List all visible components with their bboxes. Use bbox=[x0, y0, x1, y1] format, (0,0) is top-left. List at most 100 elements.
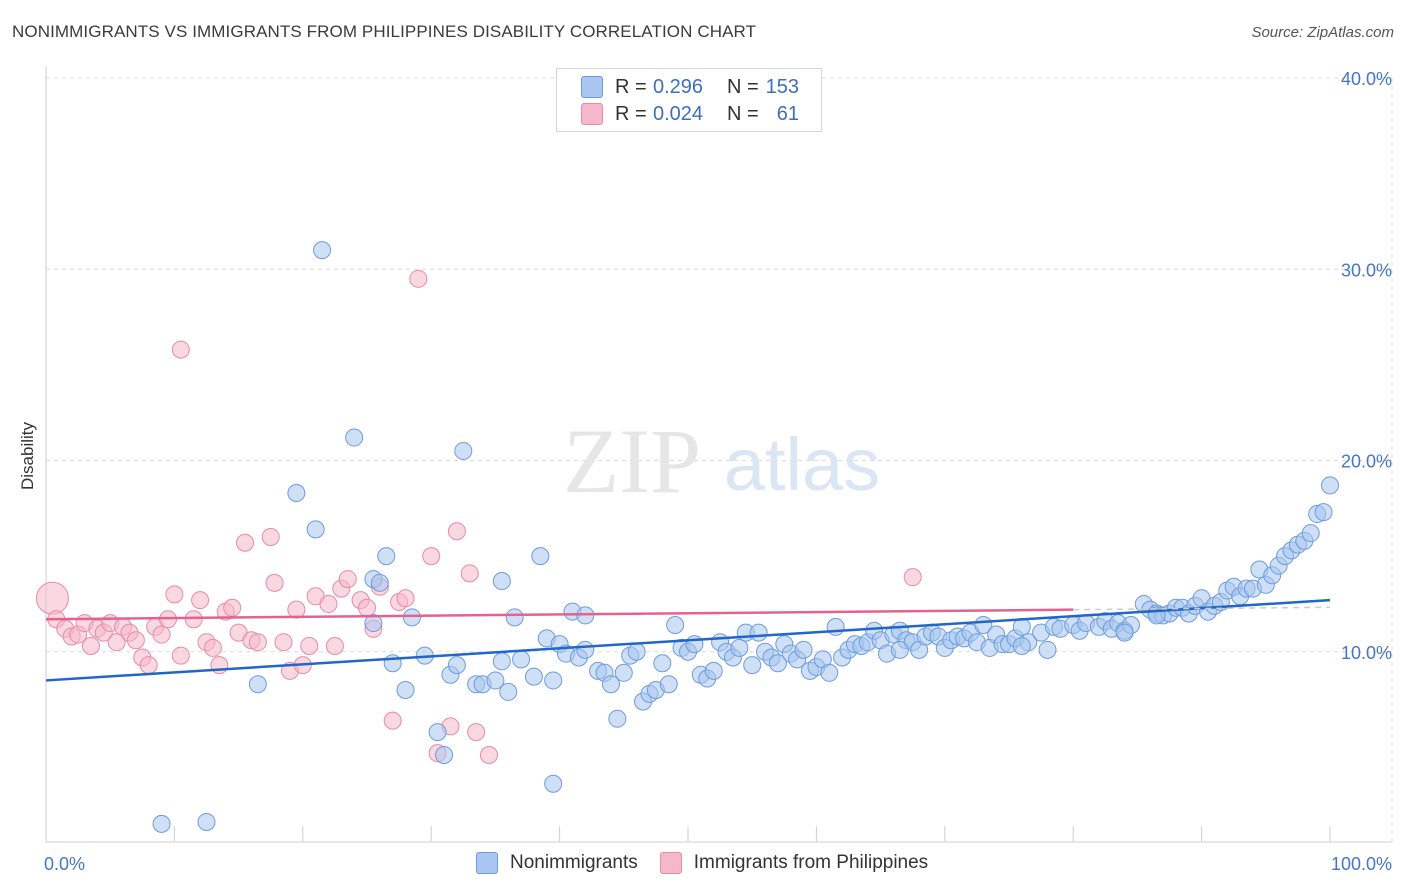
legend-swatch-blue bbox=[476, 852, 498, 874]
legend-item-immigrants[interactable]: Immigrants from Philippines bbox=[659, 852, 928, 874]
legend-r-value: 0.296 bbox=[653, 75, 704, 98]
point-immigrants bbox=[261, 528, 280, 546]
point-nonimmigrants bbox=[197, 812, 216, 831]
point-nonimmigrants bbox=[576, 640, 595, 659]
point-immigrants bbox=[467, 723, 486, 742]
y-axis-label: Disability bbox=[18, 421, 37, 490]
point-nonimmigrants bbox=[370, 573, 389, 592]
point-nonimmigrants bbox=[659, 675, 678, 694]
point-nonimmigrants bbox=[685, 635, 704, 654]
y-tick-label: 30.0% bbox=[1341, 260, 1392, 280]
trend-line-nonimmigrants bbox=[45, 598, 1331, 682]
point-immigrants bbox=[287, 600, 306, 619]
trend-line-immigrants-extension bbox=[1073, 606, 1331, 611]
point-immigrants bbox=[265, 573, 284, 592]
point-immigrants bbox=[903, 568, 922, 587]
legend-n-label: N = bbox=[727, 75, 759, 98]
point-nonimmigrants bbox=[749, 623, 768, 642]
legend-swatch-pink bbox=[581, 103, 603, 125]
point-nonimmigrants bbox=[447, 656, 466, 675]
point-immigrants bbox=[126, 631, 145, 650]
point-immigrants bbox=[107, 633, 126, 652]
legend-row-nonimmigrants: R = 0.296 N = 153 bbox=[581, 76, 799, 98]
point-immigrants bbox=[358, 598, 376, 617]
point-nonimmigrants bbox=[794, 640, 813, 659]
y-tick-label: 40.0% bbox=[1341, 69, 1392, 89]
grid-lines bbox=[46, 77, 1393, 842]
point-nonimmigrants bbox=[435, 746, 454, 765]
point-immigrants bbox=[223, 598, 242, 617]
point-immigrants bbox=[460, 564, 479, 583]
point-immigrants bbox=[319, 594, 338, 613]
source-label: Source: ZipAtlas.com bbox=[1251, 24, 1394, 41]
point-nonimmigrants bbox=[454, 441, 473, 460]
point-immigrants bbox=[184, 610, 203, 629]
point-nonimmigrants bbox=[614, 663, 633, 682]
legend-swatch-blue bbox=[581, 76, 603, 98]
point-nonimmigrants bbox=[890, 640, 909, 659]
watermark: ZIP atlas bbox=[563, 410, 880, 512]
point-immigrants bbox=[422, 547, 441, 566]
point-immigrants bbox=[325, 637, 344, 656]
correlation-legend: R = 0.296 N = 153 R = 0.024 N = 61 bbox=[556, 68, 822, 132]
point-nonimmigrants bbox=[1314, 503, 1333, 522]
point-nonimmigrants bbox=[492, 652, 511, 671]
legend-item-nonimmigrants[interactable]: Nonimmigrants bbox=[476, 852, 638, 874]
point-nonimmigrants bbox=[396, 681, 415, 699]
point-immigrants bbox=[248, 633, 267, 652]
legend-n-label: N = bbox=[727, 102, 759, 125]
nonimmigrants-points bbox=[152, 241, 1339, 833]
point-nonimmigrants bbox=[512, 650, 531, 669]
point-nonimmigrants bbox=[544, 774, 563, 793]
point-immigrants bbox=[300, 637, 319, 656]
point-immigrants bbox=[171, 646, 190, 665]
point-nonimmigrants bbox=[730, 638, 749, 657]
legend-swatch-pink bbox=[659, 852, 682, 874]
legend-row-immigrants: R = 0.024 N = 61 bbox=[581, 103, 799, 125]
point-immigrants bbox=[396, 589, 415, 608]
point-nonimmigrants bbox=[743, 656, 762, 675]
point-nonimmigrants bbox=[704, 661, 723, 680]
point-nonimmigrants bbox=[306, 520, 325, 539]
point-nonimmigrants bbox=[524, 667, 543, 686]
legend-r-label: R = bbox=[615, 102, 647, 125]
point-nonimmigrants bbox=[1038, 640, 1057, 659]
point-immigrants bbox=[191, 591, 210, 610]
point-nonimmigrants bbox=[1012, 637, 1031, 656]
chart-title: NONIMMIGRANTS VS IMMIGRANTS FROM PHILIPP… bbox=[12, 22, 757, 41]
point-nonimmigrants bbox=[402, 608, 421, 627]
trend-line-immigrants bbox=[45, 608, 1074, 621]
point-nonimmigrants bbox=[345, 428, 364, 447]
point-nonimmigrants bbox=[492, 571, 511, 590]
point-nonimmigrants bbox=[364, 614, 383, 633]
point-nonimmigrants bbox=[486, 671, 505, 690]
point-nonimmigrants bbox=[287, 484, 306, 503]
point-nonimmigrants bbox=[499, 682, 518, 701]
point-immigrants bbox=[152, 625, 171, 644]
point-immigrants bbox=[165, 585, 184, 604]
axes bbox=[45, 66, 1392, 843]
point-nonimmigrants bbox=[313, 241, 332, 260]
x-tick-label-end: 100.0% bbox=[1331, 854, 1392, 874]
y-tick-label: 10.0% bbox=[1341, 643, 1392, 663]
series-legend: Nonimmigrants Immigrants from Philippine… bbox=[476, 852, 950, 874]
point-nonimmigrants bbox=[505, 608, 524, 627]
point-nonimmigrants bbox=[601, 675, 620, 694]
point-nonimmigrants bbox=[377, 547, 396, 566]
point-immigrants bbox=[139, 656, 158, 675]
legend-r-value: 0.024 bbox=[653, 102, 704, 125]
point-nonimmigrants bbox=[248, 675, 267, 694]
point-nonimmigrants bbox=[768, 654, 787, 673]
point-immigrants bbox=[35, 581, 69, 615]
point-nonimmigrants bbox=[1301, 524, 1320, 543]
point-nonimmigrants bbox=[608, 709, 627, 728]
point-nonimmigrants bbox=[1321, 476, 1339, 495]
point-immigrants bbox=[171, 340, 190, 359]
point-nonimmigrants bbox=[653, 654, 672, 673]
legend-r-label: R = bbox=[615, 75, 647, 98]
x-tick-label-start: 0.0% bbox=[44, 854, 85, 874]
point-nonimmigrants bbox=[531, 547, 550, 566]
point-nonimmigrants bbox=[627, 642, 646, 661]
immigrants-points bbox=[35, 269, 922, 765]
